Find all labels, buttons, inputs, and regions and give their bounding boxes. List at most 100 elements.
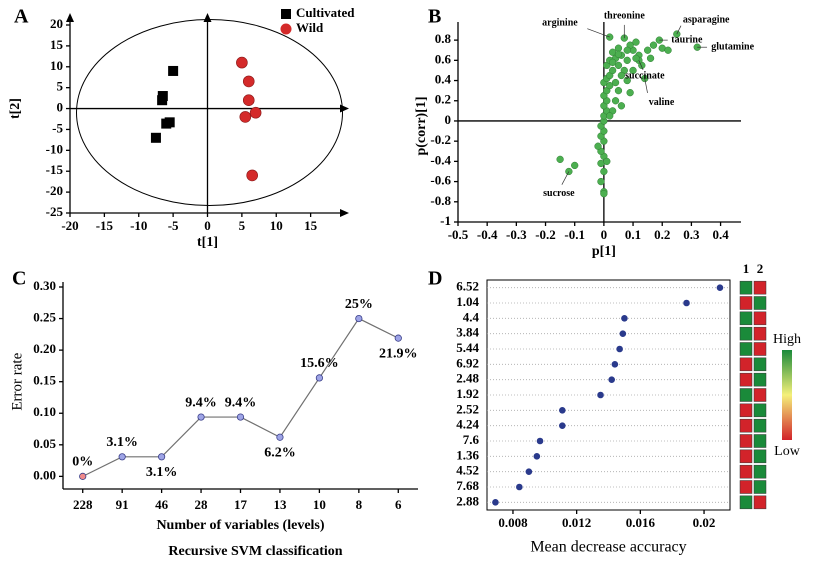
heatmap-cell [739,449,753,464]
point [394,334,402,342]
point [623,46,631,54]
point [608,66,617,75]
panel-label: B [428,6,441,28]
y-tick-label: 0 [445,112,452,127]
data-label: 0% [72,455,93,470]
point [559,422,566,429]
point [606,81,614,90]
axis-arrow [66,13,74,22]
heatmap-cell [739,342,753,356]
x-tick-label: 17 [234,497,248,512]
point [150,132,161,143]
point [516,483,523,491]
x-tick-label: 0.02 [693,515,716,530]
annotation-leader [676,25,682,35]
point [525,468,533,475]
point [611,97,620,105]
annotation: succinate [625,71,665,82]
x-tick-label: 10 [313,497,326,512]
panel-label: A [14,6,29,28]
y-tick-label: 10 [50,58,63,73]
x-tick-label: 0 [204,218,211,233]
x-tick-label: 0.008 [498,515,528,530]
point [632,54,640,62]
axis-arrow [340,104,349,113]
point [600,190,608,198]
y-tick-label: 4.4 [463,309,480,324]
point [161,118,172,129]
annotation: arginine [542,17,578,28]
y-tick-label: 0.25 [33,310,56,325]
x-tick-label: 28 [195,497,209,512]
axis-arrow [340,209,349,217]
y-tick-label: -0.2 [430,132,451,147]
heatmap-cell [753,449,767,464]
annotation: asparagine [683,14,730,25]
x-tick-label: -20 [61,218,78,233]
point [249,106,262,119]
confidence-ellipse [76,19,343,207]
x-tick-label: -0.3 [506,227,527,242]
point [492,499,499,506]
point [716,284,724,291]
heatmap-cell [739,480,753,494]
y-tick-label: 0.10 [33,404,56,419]
y-tick-label: -0.8 [430,193,451,208]
point [664,46,672,54]
y-tick-label: 0.8 [435,31,452,46]
y-tick-label: 0.30 [33,278,56,293]
annotation-leader [638,60,644,71]
annotation: valine [649,97,675,108]
heatmap-cell [739,388,753,402]
x-axis-title: Mean decrease accuracy [530,539,686,556]
colorbar-low: Low [774,444,801,459]
y-tick-label: -10 [46,141,63,156]
legend-marker [281,9,291,19]
point [614,44,623,52]
data-label: 6.2% [264,445,296,460]
data-label: 25% [345,297,373,312]
x-axis-title: t[1] [197,235,218,250]
x-tick-label: 0.3 [683,227,700,242]
x-tick-label: 0.1 [625,227,641,242]
point [242,94,255,106]
x-tick-label: 0 [601,227,608,242]
y-tick-label: 1.04 [456,294,479,309]
data-label: 15.6% [300,356,339,371]
heatmap-cell [753,495,767,510]
y-tick-label: 15 [50,37,64,52]
x-tick-label: -15 [96,218,114,233]
annotation-leader [587,28,610,38]
point [617,102,626,110]
x-tick-label: 13 [273,497,287,512]
point [315,374,323,382]
panel-label: D [428,268,442,290]
caption: Recursive SVM classification [168,544,342,559]
y-tick-label: 2.48 [456,371,479,386]
heatmap-cell [739,357,753,372]
point [629,66,637,75]
annotation-leader [561,171,570,185]
x-tick-label: -10 [130,218,147,233]
data-label: 3.1% [146,465,178,480]
y-tick-label: -5 [52,120,63,135]
y-tick-label: -1 [440,213,451,228]
y-tick-label: 0.00 [33,467,56,482]
y-tick-label: 0.05 [33,436,56,451]
point [617,71,626,80]
heatmap-cell [739,418,753,433]
y-tick-label: -0.6 [430,173,451,188]
point [246,169,258,182]
data-label: 21.9% [379,346,418,361]
heatmap-cell [739,495,753,510]
point [619,330,627,337]
y-axis-title: t[2] [8,98,23,119]
panel-label: C [12,268,26,290]
heatmap-column-label: 1 [743,261,750,276]
heatmap-cell [753,311,767,326]
y-tick-label: 0.4 [435,72,452,87]
x-tick-label: -0.1 [564,227,585,242]
point [242,75,255,88]
heatmap-cell [753,480,767,494]
y-tick-label: 0 [57,100,64,115]
